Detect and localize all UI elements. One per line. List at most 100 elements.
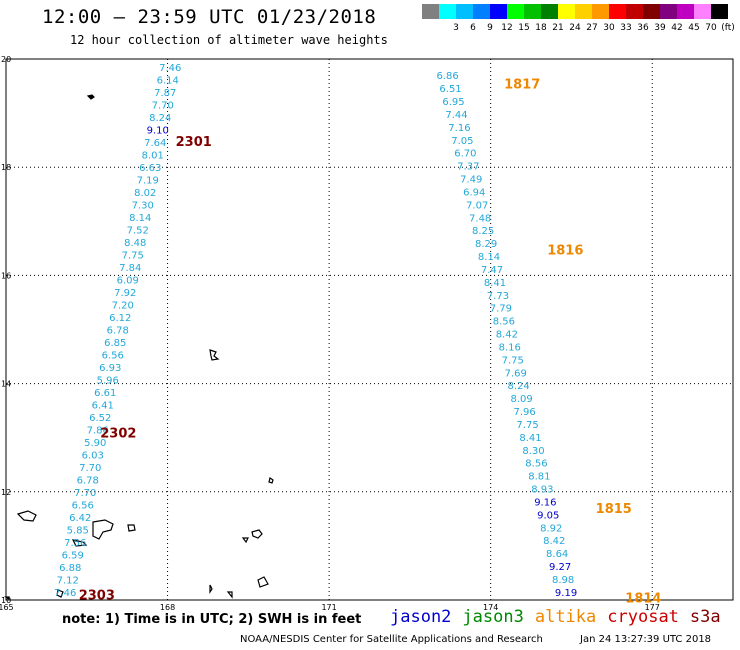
units-note: note: 1) Time is in UTC; 2) SWH is in fe…	[62, 612, 362, 627]
wave-height-value: 8.30	[522, 446, 544, 457]
wave-height-value: 8.16	[499, 342, 521, 353]
wave-height-value: 7.49	[460, 175, 482, 186]
wave-height-value: 7.52	[127, 226, 149, 237]
legend-label: 33	[620, 23, 632, 33]
wave-height-value: 8.29	[475, 239, 497, 250]
island-outline	[226, 591, 233, 599]
latitude-tick-label: 14	[1, 380, 11, 389]
wave-height-value: 8.64	[546, 549, 568, 560]
legend-label: 24	[569, 23, 581, 33]
wave-height-value: 7.69	[505, 368, 527, 379]
wave-height-value: 8.56	[525, 459, 547, 470]
satellite-name: altika	[534, 607, 597, 627]
latitude-tick-label: 10	[1, 596, 11, 605]
wave-height-value: 6.56	[102, 350, 124, 361]
pass-time-label: 1815	[596, 502, 632, 517]
legend-label: 45	[688, 23, 700, 33]
longitude-tick-label: 174	[483, 603, 498, 612]
wave-height-value: 8.14	[129, 213, 151, 224]
legend-label: 15	[518, 23, 530, 33]
satellite-name: jason3	[462, 607, 524, 627]
wave-height-value: 8.01	[142, 151, 164, 162]
legend-label: (ft)	[721, 23, 735, 33]
wave-height-value: 6.56	[72, 500, 94, 511]
wave-height-value: 7.87	[154, 88, 176, 99]
wave-height-value: 7.12	[57, 575, 79, 586]
wave-height-value: 7.47	[481, 265, 503, 276]
wave-height-value: 9.10	[147, 126, 169, 137]
wave-height-value: 7.56	[64, 538, 86, 549]
legend-label: 30	[603, 23, 615, 33]
wave-height-value: 6.51	[439, 84, 461, 95]
legend-label: 39	[654, 23, 666, 33]
latitude-tick-label: 12	[1, 488, 11, 497]
wave-height-value: 5.96	[97, 375, 119, 386]
pass-time-label: 2302	[100, 426, 136, 441]
island-outline	[127, 524, 136, 532]
wave-height-value: 7.75	[502, 355, 524, 366]
wave-height-value: 7.92	[114, 288, 136, 299]
longitude-tick-label: 177	[645, 603, 660, 612]
legend-label: 12	[501, 23, 513, 33]
legend-label: 27	[586, 23, 598, 33]
wave-height-value: 6.14	[157, 76, 179, 87]
island-outline	[209, 349, 220, 361]
island-outline	[209, 584, 213, 594]
wave-height-value: 7.79	[490, 304, 512, 315]
wave-height-value: 7.70	[74, 488, 96, 499]
wave-height-value: 6.52	[89, 413, 111, 424]
wave-height-value: 7.46	[54, 588, 76, 599]
wave-height-value: 7.37	[457, 162, 479, 173]
wave-height-value: 8.42	[543, 536, 565, 547]
pass-time-label: 2303	[79, 589, 115, 604]
wave-height-value: 7.30	[132, 201, 154, 212]
island-outline	[257, 576, 269, 588]
wave-height-value: 8.81	[528, 472, 550, 483]
island-outline	[268, 477, 274, 484]
wave-height-value: 6.78	[77, 475, 99, 486]
wave-height-value: 7.07	[466, 200, 488, 211]
satellite-name: cryosat	[607, 607, 679, 627]
wave-height-value: 8.92	[540, 523, 562, 534]
latitude-tick-label: 20	[1, 55, 11, 64]
wave-height-value: 8.41	[484, 278, 506, 289]
wave-height-value: 8.14	[478, 252, 500, 263]
wave-height-value: 6.86	[436, 71, 458, 82]
wave-height-value: 8.48	[124, 238, 146, 249]
wave-height-value: 6.63	[139, 163, 161, 174]
wave-height-value: 8.09	[510, 394, 532, 405]
wave-height-value: 7.84	[119, 263, 141, 274]
wave-height-value: 7.70	[79, 463, 101, 474]
wave-height-value: 7.75	[122, 251, 144, 262]
wave-height-value: 7.48	[469, 213, 491, 224]
pass-time-label: 1816	[547, 243, 583, 258]
wave-height-value: 7.64	[144, 138, 166, 149]
wave-height-value: 7.46	[159, 63, 181, 74]
wave-height-value: 6.85	[104, 338, 126, 349]
island-outline	[56, 589, 64, 598]
wave-height-value: 7.75	[516, 420, 538, 431]
wave-height-value: 9.16	[534, 497, 556, 508]
wave-height-value: 7.19	[137, 176, 159, 187]
wave-height-value: 9.27	[549, 562, 571, 573]
island-outline	[4, 596, 10, 601]
wave-height-value: 7.05	[451, 136, 473, 147]
legend-label: 42	[671, 23, 683, 33]
map-frame	[5, 58, 734, 601]
island-outline	[16, 510, 37, 522]
wave-height-value: 6.12	[109, 313, 131, 324]
wave-height-value: 8.24	[508, 381, 530, 392]
satellite-key: jason2 jason3 altika cryosat s3a	[390, 607, 732, 627]
legend-label: 9	[487, 23, 493, 33]
legend-label: 18	[535, 23, 547, 33]
wave-height-value: 7.70	[152, 101, 174, 112]
wave-height-value: 6.09	[117, 276, 139, 287]
wave-height-value: 6.41	[92, 400, 114, 411]
wave-height-value: 8.98	[552, 575, 574, 586]
legend-label: 70	[705, 23, 717, 33]
wave-height-value: 6.59	[62, 550, 84, 561]
wave-height-value: 7.86	[87, 425, 109, 436]
island-outline	[71, 539, 88, 547]
wave-height-value: 6.70	[454, 149, 476, 160]
